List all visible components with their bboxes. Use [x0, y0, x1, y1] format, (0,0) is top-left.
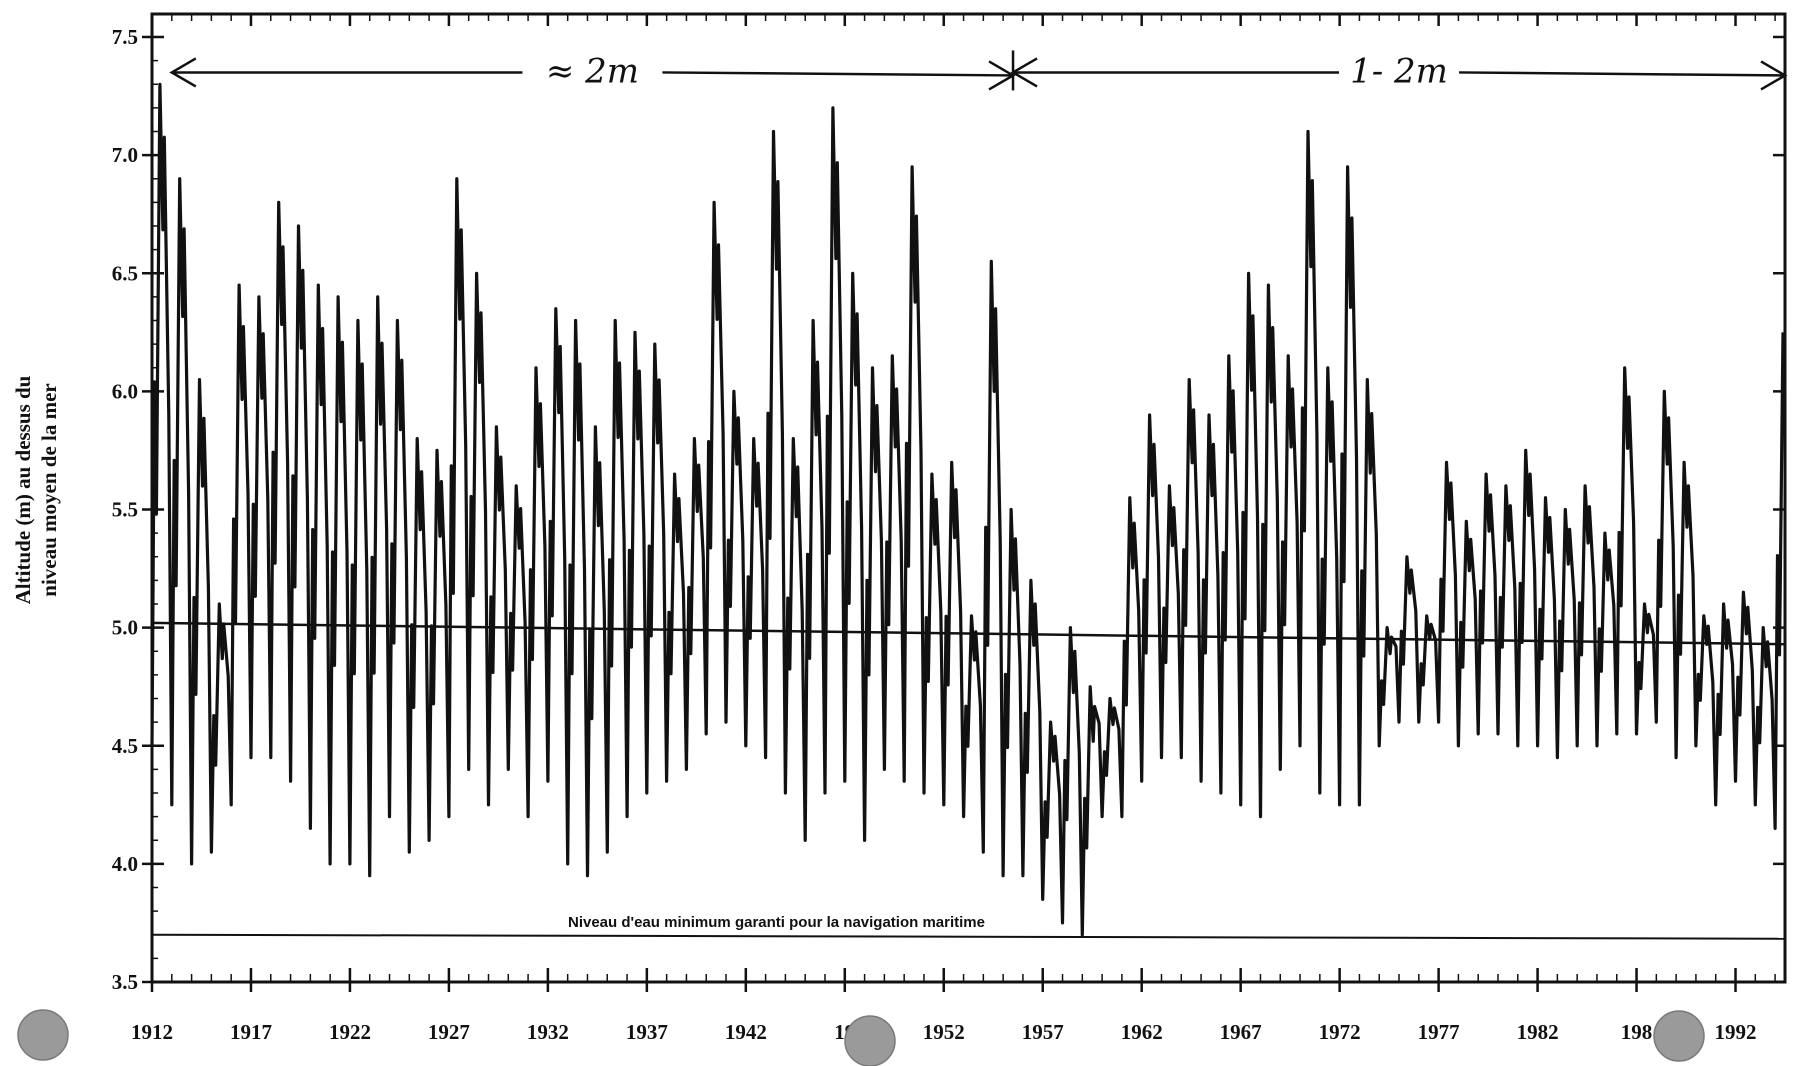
- label-layer: Altitude (m) au dessus du niveau moyen d…: [11, 375, 985, 931]
- x-tick-label: 1977: [1418, 1020, 1460, 1044]
- y-tick-label: 6.5: [112, 261, 138, 285]
- x-tick-label: 1922: [329, 1020, 371, 1044]
- trend-layer: [151, 621, 1786, 646]
- y-tick-label: 4.0: [112, 852, 138, 876]
- trend-line: [151, 621, 1786, 646]
- x-tick-label: 1967: [1220, 1020, 1262, 1044]
- x-tick-label: 1972: [1319, 1020, 1361, 1044]
- x-tick-label: 1927: [428, 1020, 470, 1044]
- decor-layer: [17, 1009, 1705, 1066]
- punch-hole-circle: [844, 1015, 896, 1066]
- y-tick-label: 6.0: [112, 379, 138, 403]
- x-tick-label: 1952: [923, 1020, 965, 1044]
- range-annotation-line: [1459, 71, 1786, 77]
- x-tick-label: 1992: [1715, 1020, 1757, 1044]
- x-tick-label: 1962: [1121, 1020, 1163, 1044]
- y-tick-label: 3.5: [112, 970, 138, 994]
- y-tick-label: 5.0: [112, 616, 138, 640]
- x-tick-label: 1917: [230, 1020, 272, 1044]
- y-axis-label-line-2: niveau moyen de la mer: [37, 383, 61, 596]
- range-annotation-line: [662, 71, 1014, 77]
- range-annotation-arrowhead: [1760, 60, 1788, 91]
- range-annotation-label: ≈ 2m: [546, 51, 639, 91]
- y-tick-label: 5.5: [112, 498, 138, 522]
- ticks-layer: 3.5 4.0 4.5 5.0 5.5 6.0 6.5 7.0 7.5 1912 1917 1922 1…: [112, 14, 1785, 1044]
- y-tick-label: 4.5: [112, 734, 138, 758]
- y-tick-label: 7.5: [112, 25, 138, 49]
- y-axis-label-line-1: Altitude (m) au dessus du: [11, 375, 35, 604]
- x-tick-label: 1912: [131, 1020, 173, 1044]
- series-layer: [150, 82, 1785, 937]
- minimum-level-label: Niveau d'eau minimum garanti pour la nav…: [568, 914, 985, 931]
- annotation-layer: ≈ 2m 1- 2m: [169, 50, 1788, 91]
- punch-hole-circle: [1653, 1010, 1705, 1062]
- x-tick-label: 1932: [527, 1020, 569, 1044]
- water-level-series-line: [150, 82, 1785, 937]
- x-tick-label: 1942: [725, 1020, 767, 1044]
- x-tick-label: 1982: [1517, 1020, 1559, 1044]
- range-annotation-label: 1- 2m: [1350, 51, 1448, 91]
- minimum-level-layer: [151, 933, 1786, 940]
- x-tick-label: 1957: [1022, 1020, 1064, 1044]
- x-tick-label: 198: [1621, 1020, 1653, 1044]
- minimum-level-line: [151, 933, 1786, 940]
- punch-hole-circle: [17, 1009, 69, 1061]
- y-tick-label: 7.0: [112, 143, 138, 167]
- x-tick-label: 1937: [626, 1020, 668, 1044]
- range-annotation-arrowhead: [169, 57, 197, 88]
